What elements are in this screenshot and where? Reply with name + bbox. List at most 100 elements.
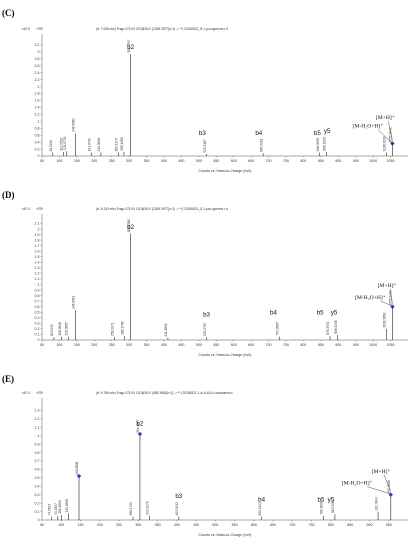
y-tick-label: 1.1: [35, 425, 40, 429]
spectrum-header: (rt: 6.766 min) Frag=175.0V CID@30.0 (95…: [96, 391, 233, 395]
peak-label: 304.1580: [127, 219, 131, 233]
peak-label: 286.1786: [120, 321, 124, 335]
peak-label: 405.2912: [175, 502, 179, 516]
y-tick-label: 2.4: [35, 71, 40, 75]
peak-label: 101.0616: [58, 500, 62, 514]
x-tick-label: 50: [40, 159, 44, 163]
peak-label: 876.3332: [326, 321, 330, 335]
peak-label: 126.0065: [65, 322, 69, 336]
x-tick-label: 300: [135, 523, 141, 527]
y-tick-label: 1.2: [35, 417, 40, 421]
x-axis-label: Counts vs. Mass-to-Charge (m/z): [199, 353, 252, 357]
x-tick-label: 650: [270, 523, 276, 527]
peak-label: 329.1170: [146, 501, 150, 514]
x-tick-label: 750: [283, 343, 289, 347]
x-tick-label: 800: [300, 159, 306, 163]
x-tick-label: 50: [40, 343, 44, 347]
y-tick-label: 0.6: [35, 305, 40, 309]
y-tick-label: 1: [38, 283, 40, 287]
spectrum-panel-1: (C) x10 5 +ESI (rt: 7.635 min) Frag=175.0V …: [2, 8, 408, 173]
peak-label: 731.3065: [276, 322, 280, 336]
x-tick-label: 800: [328, 523, 334, 527]
panel-letter: (C): [2, 8, 15, 18]
leader-line: [388, 121, 393, 141]
x-tick-label: 200: [91, 159, 97, 163]
x-tick-label: 250: [116, 523, 122, 527]
y-tick-label: 1.7: [35, 244, 40, 248]
peak-label: 146.0811: [72, 296, 76, 309]
y-tick-label: 1.5: [35, 255, 40, 259]
x-tick-label: 450: [178, 343, 184, 347]
peak-label: 146.0860: [72, 118, 76, 132]
peak-label: 285.1380: [120, 137, 124, 151]
x-tick-label: 150: [74, 159, 80, 163]
x-tick-label: 900: [335, 343, 341, 347]
y-tick-label: 1.3: [35, 409, 40, 413]
x-tick-label: 650: [248, 343, 254, 347]
x-tick-label: 1050: [387, 343, 395, 347]
x-tick-label: 550: [213, 343, 219, 347]
peak-label: 119.0698: [65, 499, 69, 512]
fragment-annotation: b5: [317, 309, 324, 316]
x-tick-label: 350: [144, 159, 150, 163]
fragment-annotation: b5: [314, 130, 321, 137]
x-tick-label: 200: [97, 523, 103, 527]
y-tick-label: 0.6: [35, 133, 40, 137]
x-tick-label: 700: [266, 159, 272, 163]
y-tick-label: 0.2: [35, 327, 40, 331]
fragment-annotation: b2: [127, 224, 134, 231]
x-tick-label: 600: [231, 343, 237, 347]
x-tick-label: 500: [212, 523, 218, 527]
x-tick-label: 750: [309, 523, 315, 527]
y-tick-label: 0.7: [35, 459, 40, 463]
x-tick-label: 850: [318, 343, 324, 347]
x-tick-label: 100: [58, 523, 64, 527]
y-tick-label: 2.8: [35, 57, 40, 61]
y-tick-label: 2.6: [35, 64, 40, 68]
x-tick-label: 100: [56, 159, 62, 163]
y-tick-label: 0.1: [35, 333, 40, 337]
x-tick-label: 750: [283, 159, 289, 163]
peak-label: 121.0733: [63, 136, 67, 150]
panel-letter: (D): [2, 190, 15, 200]
y-tick-label: 0: [38, 518, 40, 522]
x-tick-label: 300: [126, 343, 132, 347]
x-tick-label: 600: [231, 159, 237, 163]
fragment-annotation: [M-H₂O+H]⁺: [355, 294, 386, 301]
x-axis-label: Counts vs. Mass-to-Charge (m/z): [199, 169, 252, 173]
peak-label: 304.1577: [136, 419, 140, 433]
x-tick-label: 950: [353, 159, 359, 163]
y-tick-label: 0.2: [35, 147, 40, 151]
precursor-marker: [137, 431, 143, 437]
peak-label: 1055.3909: [389, 290, 393, 305]
x-tick-label: 350: [155, 523, 161, 527]
x-tick-label: 550: [213, 159, 219, 163]
x-tick-label: 1050: [387, 159, 395, 163]
scale-label: x10 5: [22, 391, 30, 395]
fragment-annotation: b4: [255, 130, 262, 137]
y-tick-label: 0.4: [35, 140, 40, 144]
leader-line: [383, 474, 392, 492]
fragment-annotation: y5: [328, 496, 335, 503]
y-tick-label: 0.8: [35, 126, 40, 130]
y-tick-label: 0.4: [35, 316, 40, 320]
y-tick-label: 0: [38, 338, 40, 342]
peak-label: 780.3000: [320, 501, 324, 515]
peak-label: 922.3491: [374, 497, 378, 511]
spectrum-header: (rt: 8.243 min) Frag=175.0V CID@30.0 (10…: [96, 207, 228, 211]
y-tick-label: 0.1: [35, 510, 40, 514]
x-axis-label: Counts vs. Mass-to-Charge (m/z): [199, 533, 252, 537]
y-tick-label: 0.4: [35, 484, 40, 488]
peak-label: 111.0523: [59, 138, 63, 151]
x-tick-label: 500: [196, 159, 202, 163]
leader-line: [367, 486, 390, 494]
peak-label: 74.0593: [47, 504, 51, 516]
precursor-marker: [76, 473, 82, 479]
y-tick-label: 3.2: [35, 43, 40, 47]
y-tick-label: 1.3: [35, 266, 40, 270]
spectrum-header: (rt: 7.635 min) Frag=175.0V CID@30.0 (10…: [96, 27, 228, 31]
x-tick-label: 150: [74, 343, 80, 347]
x-tick-label: 450: [193, 523, 199, 527]
fragment-annotation: [M+H]⁺: [378, 282, 397, 289]
mode-label: +ESI: [36, 207, 43, 211]
